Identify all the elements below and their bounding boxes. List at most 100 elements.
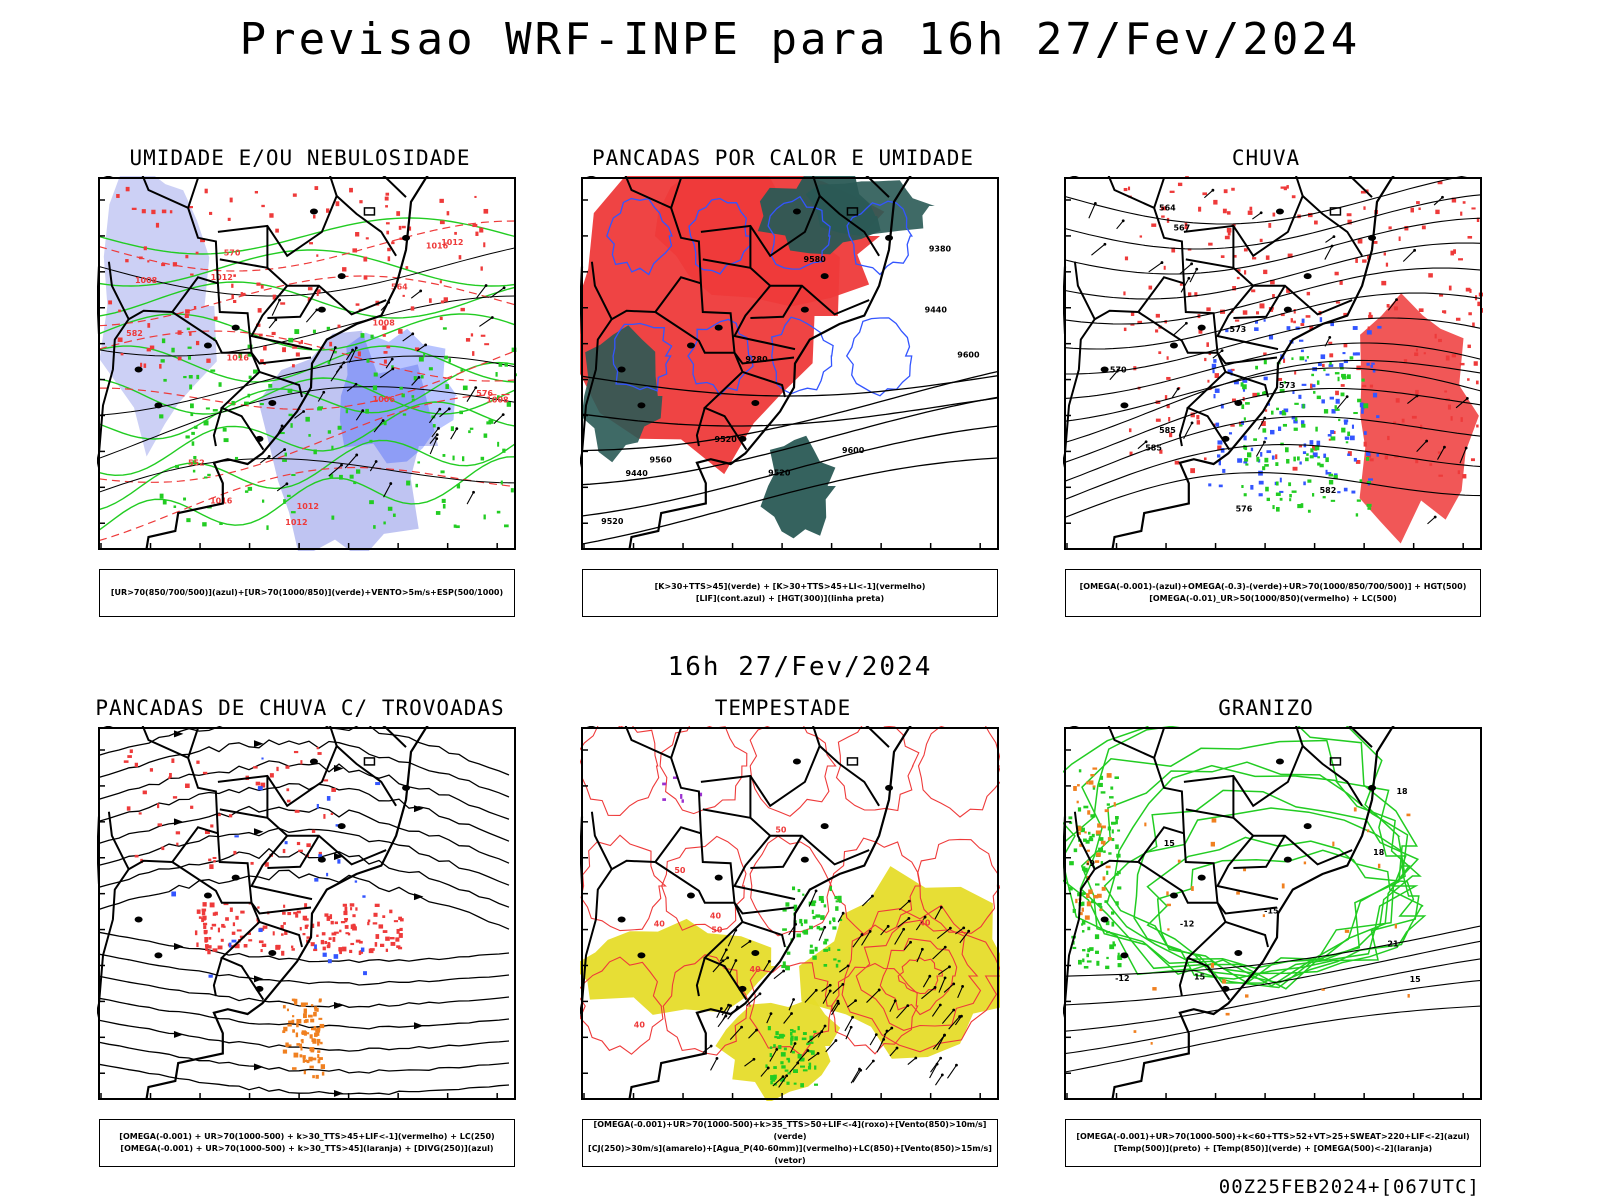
streamline-arrow xyxy=(333,1089,344,1097)
red-speckle xyxy=(196,909,201,914)
wind-vector xyxy=(712,960,724,973)
green-speckle xyxy=(462,385,468,391)
green-speckle xyxy=(790,1031,793,1036)
blue-speckle xyxy=(337,859,341,864)
wind-vector xyxy=(883,1027,893,1036)
green-speckle xyxy=(1106,803,1110,806)
green-speckle xyxy=(190,403,194,409)
red-speckle xyxy=(202,771,208,775)
green-speckle xyxy=(188,375,193,379)
streamline xyxy=(98,783,510,842)
blue-speckle xyxy=(1263,319,1266,322)
legend-line: [OMEGA(-0.001) + UR>70(1000-500) + k>30_… xyxy=(119,1132,495,1141)
red-speckle xyxy=(317,921,320,927)
wind-vector-head xyxy=(1441,195,1444,199)
green-speckle xyxy=(1106,931,1110,934)
orange-speckle xyxy=(1093,894,1099,899)
red-speckle xyxy=(1423,352,1426,355)
blue-speckle xyxy=(1258,493,1263,497)
green-speckle xyxy=(1111,821,1116,825)
green-speckle xyxy=(782,1034,786,1037)
wind-vector-head xyxy=(1195,267,1199,271)
red-speckle xyxy=(260,949,263,953)
panel-title: UMIDADE E/OU NEBULOSIDADE xyxy=(129,146,471,170)
orange-speckle xyxy=(1076,826,1082,831)
orange-speckle xyxy=(1281,883,1285,889)
red-speckle xyxy=(1251,289,1256,293)
blue-speckle xyxy=(1228,432,1233,435)
wind-vector xyxy=(276,483,288,492)
wind-vector-head xyxy=(1465,396,1469,400)
red-speckle xyxy=(281,933,284,936)
red-speckle xyxy=(1335,390,1339,396)
temp500-contour xyxy=(1064,1005,1482,1073)
map-frame xyxy=(98,177,516,550)
red-speckle xyxy=(1155,418,1161,422)
green-speckle xyxy=(337,425,342,430)
orange-speckle xyxy=(313,1011,317,1017)
green-speckle xyxy=(835,963,839,968)
green-speckle xyxy=(824,938,829,942)
streamline xyxy=(98,1019,510,1052)
red-speckle xyxy=(1372,241,1378,244)
red-speckle xyxy=(205,946,208,952)
orange-speckle xyxy=(310,1049,315,1053)
wind-vector-head xyxy=(1187,276,1191,280)
green-speckle xyxy=(1256,456,1260,462)
field-layer: 1008 101210081012101610121006101610121008… xyxy=(98,176,517,551)
red-speckle xyxy=(1415,459,1419,464)
temp500-contour xyxy=(1064,940,1482,1006)
green-speckle xyxy=(1083,965,1089,969)
green-speckle xyxy=(383,521,386,525)
green-speckle xyxy=(444,355,448,360)
wind-vector xyxy=(1427,516,1436,525)
red-speckle xyxy=(1435,209,1440,215)
border-line xyxy=(97,811,130,1018)
wind-vector xyxy=(876,1039,885,1053)
lake xyxy=(1275,758,1284,765)
wind-vector xyxy=(941,1009,955,1024)
wind-vector xyxy=(1416,440,1428,453)
red-speckle xyxy=(202,922,208,926)
blue-speckle xyxy=(1250,484,1254,490)
wind-vector xyxy=(932,1034,945,1050)
green-speckle xyxy=(800,1065,805,1068)
field-layer: 9600958095209600952094409380928094409520… xyxy=(580,176,999,545)
green-speckle xyxy=(1294,417,1298,422)
green-speckle xyxy=(1363,403,1369,409)
red-speckle xyxy=(359,950,364,954)
green-speckle xyxy=(469,427,474,430)
green-speckle xyxy=(793,1082,797,1085)
red-speckle xyxy=(295,913,299,918)
hgt300-contour xyxy=(581,457,999,545)
streamline-arrow xyxy=(413,805,424,813)
map-background xyxy=(99,728,515,1099)
map-chuva: 58558257357056756457657358512S15S18S21S2… xyxy=(1063,176,1483,550)
red-speckle xyxy=(1346,213,1352,217)
coastline xyxy=(628,176,912,550)
orange-speckle xyxy=(316,1027,321,1031)
purple-speckle xyxy=(672,776,678,779)
green-speckle xyxy=(1081,892,1086,895)
green-speckle xyxy=(811,900,817,904)
wind-vector-head xyxy=(928,974,932,978)
wind-vector-head xyxy=(823,925,827,929)
green-speckle xyxy=(813,1030,817,1033)
wind-vector-head xyxy=(846,964,850,968)
green-speckle xyxy=(498,363,503,367)
wind-vector xyxy=(866,989,880,1003)
green-speckle xyxy=(435,511,441,515)
red-speckle xyxy=(161,263,166,267)
green-speckle xyxy=(191,431,195,435)
green-speckle xyxy=(1068,887,1073,891)
red-speckle xyxy=(306,843,311,848)
red-speckle xyxy=(374,942,378,947)
red-dashed-contour xyxy=(98,393,516,483)
orange-speckle xyxy=(301,1031,306,1035)
wind-vector-head xyxy=(933,986,937,989)
green-speckle xyxy=(1283,381,1287,384)
wind-vector-head xyxy=(501,413,505,417)
wind-vector-head xyxy=(1144,440,1148,444)
red-speckle xyxy=(1385,262,1389,267)
lake xyxy=(1169,342,1178,349)
